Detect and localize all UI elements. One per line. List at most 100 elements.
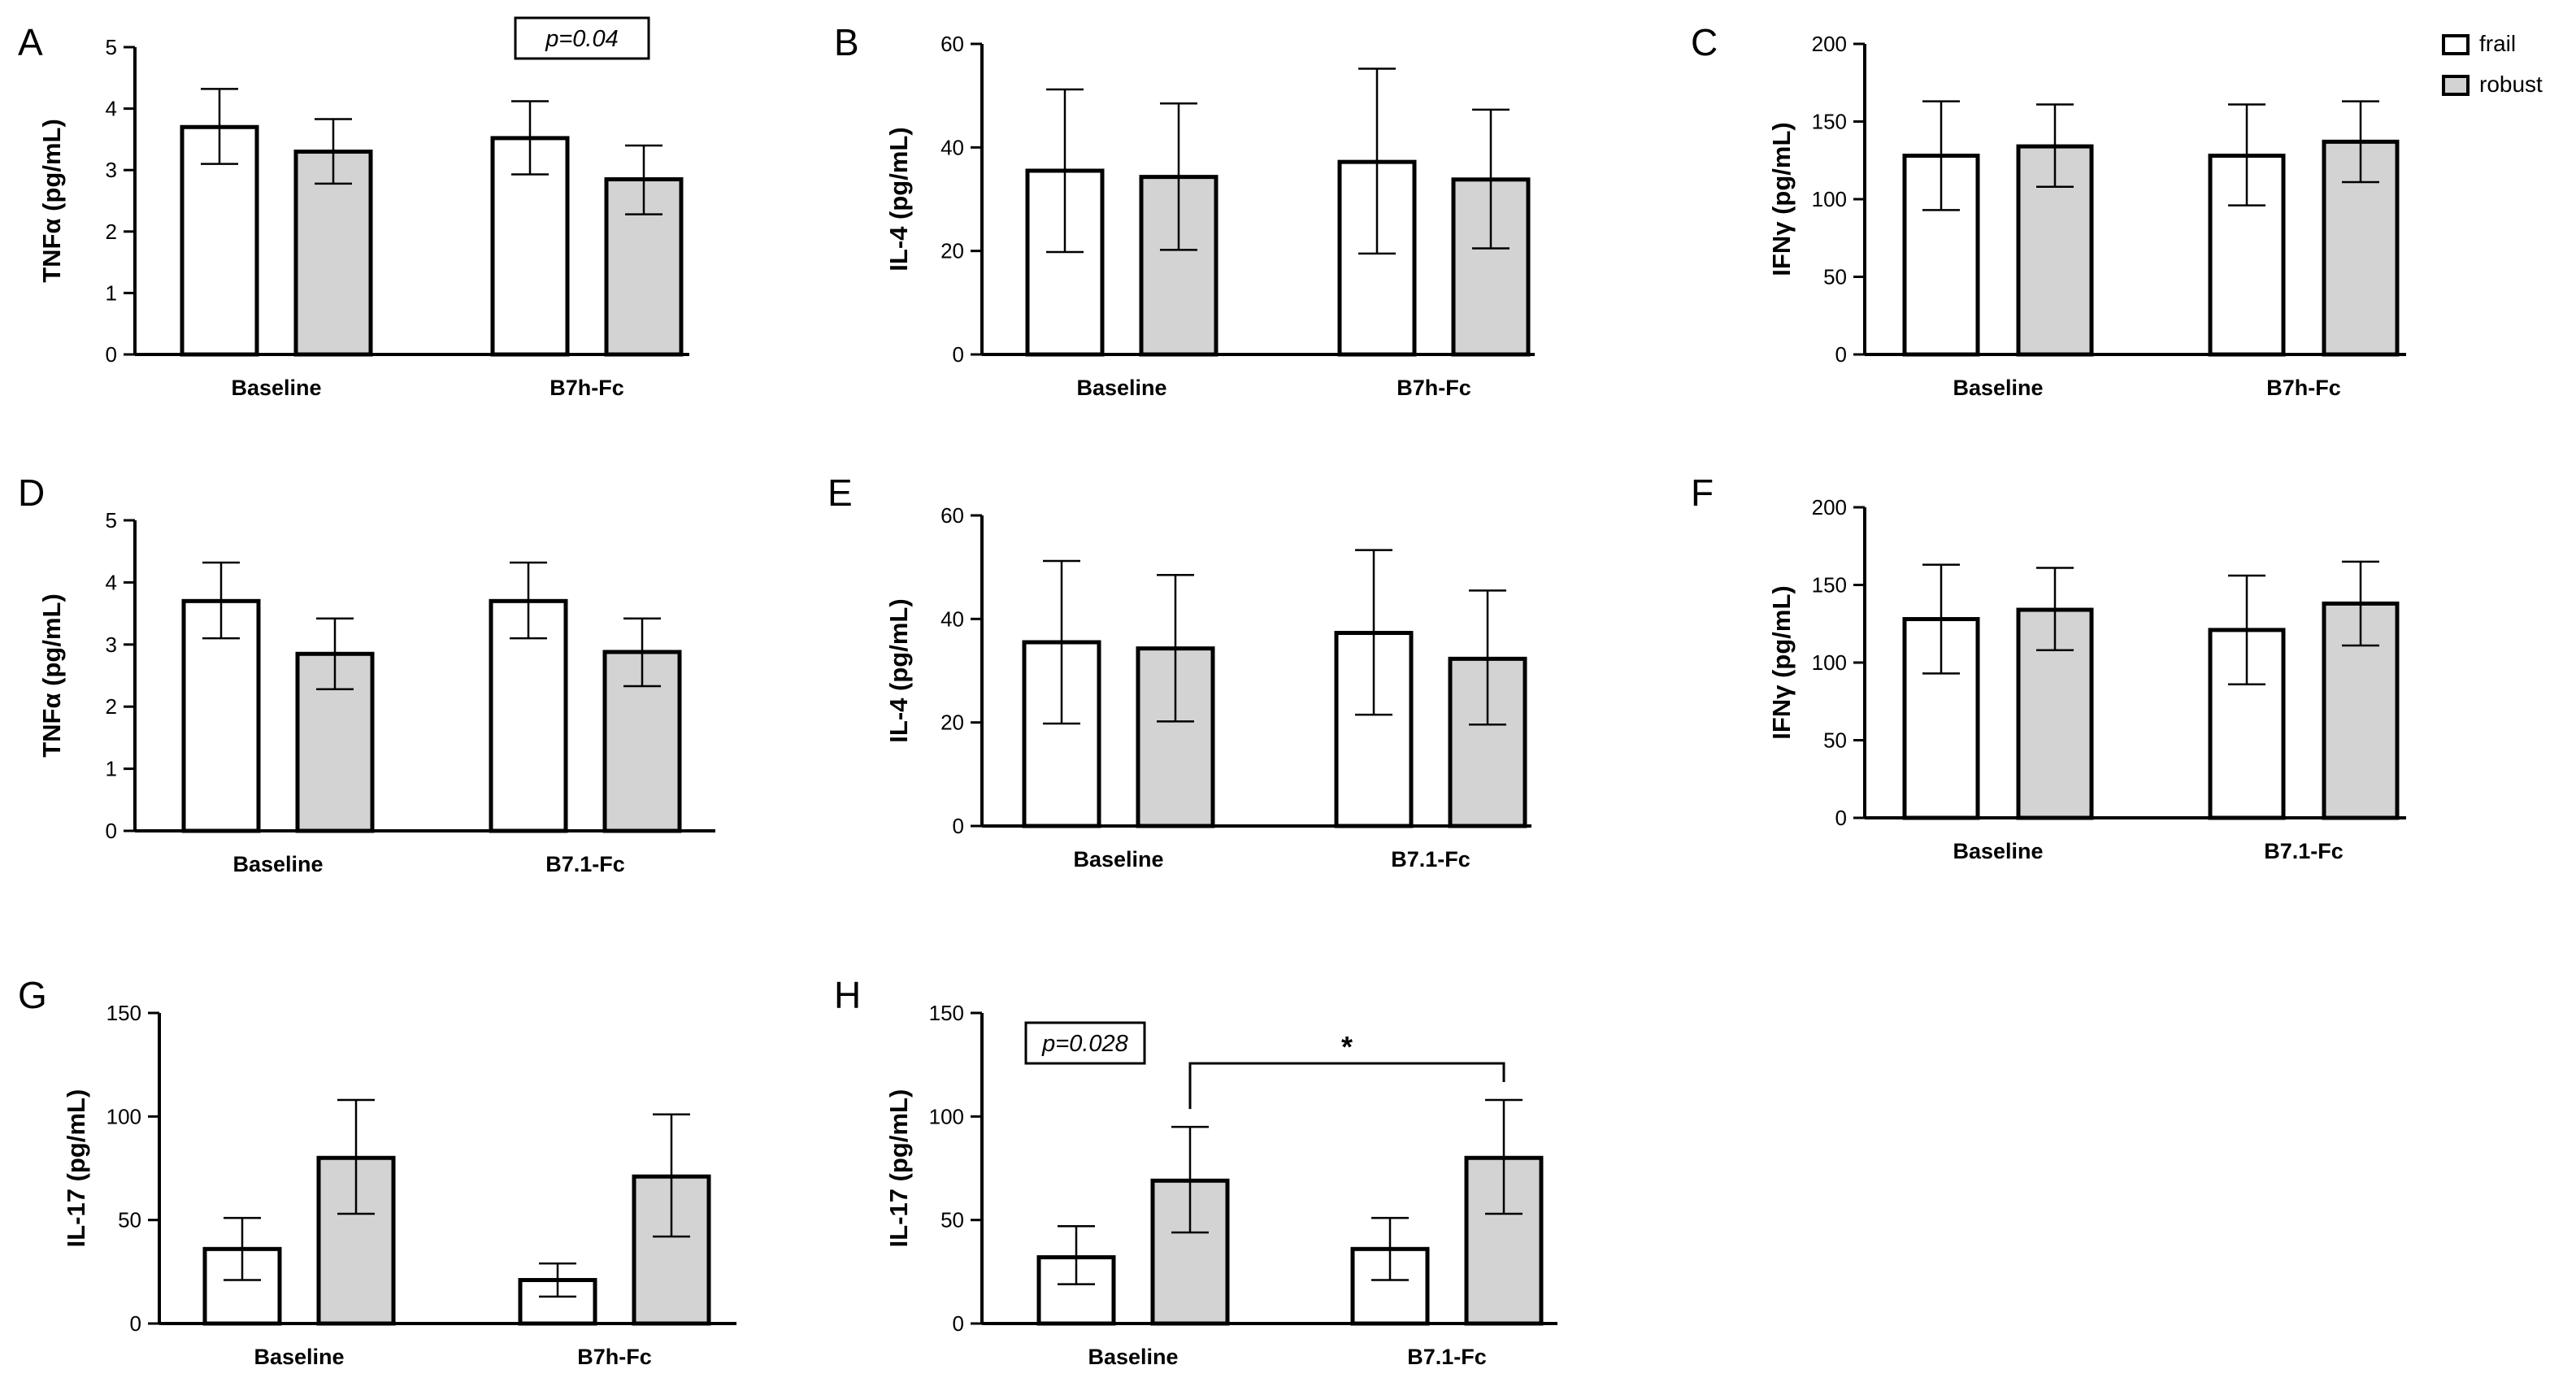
y-tick-label: 100 bbox=[1812, 187, 1847, 211]
bar-robust-treatment bbox=[2322, 601, 2400, 820]
bar-frail-treatment bbox=[490, 136, 570, 357]
legend-label-robust: robust bbox=[2479, 72, 2543, 97]
category-label: B7.1-Fc bbox=[2264, 839, 2344, 863]
y-axis-label: IL-17 (pg/mL) bbox=[62, 1089, 90, 1248]
category-label: Baseline bbox=[1953, 376, 2043, 400]
y-tick-label: 100 bbox=[929, 1104, 964, 1128]
panel-letter: F bbox=[1691, 472, 1714, 514]
y-tick-label: 150 bbox=[1812, 573, 1847, 598]
category-label: B7h-Fc bbox=[2266, 376, 2341, 400]
category-label: Baseline bbox=[254, 1345, 344, 1369]
category-label: B7.1-Fc bbox=[545, 852, 625, 876]
panel-b: B 0 20 40 60 IL-4 (pg/mL) Baseline B7h-Fc bbox=[834, 21, 1535, 400]
y-axis-label: IL-4 (pg/mL) bbox=[884, 598, 913, 742]
bar-frail-baseline bbox=[181, 598, 261, 833]
y-tick-label: 0 bbox=[130, 1311, 141, 1336]
bar-frail-baseline bbox=[1902, 154, 1980, 357]
panel-g: G 0 50 100 150 IL-17 (pg/mL) Baseline B7h-Fc bbox=[18, 974, 736, 1369]
panel-letter: E bbox=[828, 472, 853, 514]
y-tick-label: 60 bbox=[940, 503, 964, 528]
bar-robust-baseline bbox=[2016, 144, 2094, 357]
y-tick-label: 2 bbox=[106, 694, 117, 719]
y-tick-label: 3 bbox=[106, 158, 117, 182]
legend: frail robust bbox=[2442, 31, 2543, 97]
y-tick-label: 200 bbox=[1812, 495, 1847, 519]
y-tick-label: 0 bbox=[106, 342, 117, 367]
y-tick-label: 0 bbox=[953, 1311, 964, 1336]
y-tick-label: 0 bbox=[106, 819, 117, 843]
y-tick-label: 150 bbox=[106, 1001, 141, 1025]
y-axis-label: TNFα (pg/mL) bbox=[37, 119, 66, 283]
p-value-box bbox=[514, 16, 650, 60]
y-tick-label: 40 bbox=[940, 135, 964, 159]
bar-robust-treatment bbox=[1464, 1155, 1544, 1326]
p-value-text: p=0.028 bbox=[1041, 1031, 1128, 1057]
category-label: B7h-Fc bbox=[1397, 376, 1471, 400]
panel-f: F 0 50 100 150 200 IFNγ (pg/mL) Baseline B7.1-Fc bbox=[1691, 472, 2406, 863]
y-tick-label: 0 bbox=[1835, 342, 1847, 367]
legend-label-frail: frail bbox=[2479, 31, 2516, 56]
legend-swatch-frail bbox=[2442, 34, 2470, 55]
bar-frail-treatment bbox=[2208, 154, 2286, 357]
p-value-text: p=0.04 bbox=[545, 26, 619, 52]
y-tick-label: 1 bbox=[106, 757, 117, 781]
panel-letter: H bbox=[834, 974, 861, 1016]
y-tick-label: 0 bbox=[1835, 806, 1847, 830]
bar-frail-treatment bbox=[1350, 1246, 1430, 1326]
panel-letter: B bbox=[834, 21, 859, 63]
category-label: Baseline bbox=[232, 852, 323, 876]
y-tick-label: 200 bbox=[1812, 32, 1847, 56]
significance-star: * bbox=[1341, 1030, 1353, 1063]
y-tick-label: 0 bbox=[953, 814, 964, 838]
panel-letter: G bbox=[18, 974, 47, 1016]
y-tick-label: 100 bbox=[1812, 650, 1847, 675]
category-label: Baseline bbox=[1073, 847, 1163, 872]
category-label: Baseline bbox=[1953, 839, 2043, 863]
y-tick-label: 20 bbox=[940, 239, 964, 263]
panel-letter: D bbox=[18, 472, 45, 514]
y-tick-label: 40 bbox=[940, 606, 964, 631]
y-tick-label: 50 bbox=[1823, 728, 1847, 753]
category-label: Baseline bbox=[1076, 376, 1166, 400]
legend-swatch-robust bbox=[2442, 75, 2470, 96]
y-tick-label: 50 bbox=[1823, 265, 1847, 289]
y-tick-label: 50 bbox=[940, 1208, 964, 1232]
panel-c: C 0 50 100 150 200 IFNγ (pg/mL) Baseline B7h-Fc bbox=[1691, 21, 2406, 400]
category-label: Baseline bbox=[1088, 1345, 1178, 1369]
y-tick-label: 150 bbox=[1812, 110, 1847, 134]
y-tick-label: 0 bbox=[953, 342, 964, 367]
y-tick-label: 4 bbox=[106, 570, 117, 594]
panel-letter: A bbox=[18, 21, 43, 63]
bar-frail-baseline bbox=[1022, 640, 1101, 828]
panel-e: E 0 20 40 60 IL-4 (pg/mL) Baseline B7.1-Fc bbox=[828, 472, 1531, 872]
category-label: Baseline bbox=[231, 376, 321, 400]
category-label: B7.1-Fc bbox=[1391, 847, 1470, 872]
significance-bracket bbox=[1188, 1062, 1505, 1110]
y-tick-label: 20 bbox=[940, 711, 964, 735]
category-label: B7.1-Fc bbox=[1407, 1345, 1487, 1369]
p-value-box bbox=[1024, 1021, 1146, 1065]
bar-frail-baseline bbox=[180, 124, 259, 357]
bar-frail-treatment bbox=[489, 598, 568, 833]
y-tick-label: 60 bbox=[940, 32, 964, 56]
y-tick-label: 2 bbox=[106, 220, 117, 244]
y-tick-label: 150 bbox=[929, 1001, 964, 1025]
y-axis-label: IFNγ (pg/mL) bbox=[1767, 585, 1796, 739]
panel-a: A 0 1 2 3 4 5 TNFα (pg/mL) Baseline B7h-Fc p=0.04 bbox=[18, 16, 689, 400]
y-axis-label: IFNγ (pg/mL) bbox=[1767, 122, 1796, 276]
y-tick-label: 5 bbox=[106, 508, 117, 533]
y-tick-label: 3 bbox=[106, 632, 117, 657]
y-axis-label: TNFα (pg/mL) bbox=[37, 593, 66, 758]
y-tick-label: 100 bbox=[106, 1104, 141, 1128]
y-tick-label: 5 bbox=[106, 35, 117, 59]
panel-h: H 0 50 100 150 IL-17 (pg/mL) Baseline B7.1-Fc p=… bbox=[834, 974, 1557, 1369]
y-axis-label: IL-4 (pg/mL) bbox=[884, 127, 913, 271]
y-axis-label: IL-17 (pg/mL) bbox=[884, 1089, 913, 1248]
category-label: B7h-Fc bbox=[577, 1345, 652, 1369]
y-tick-label: 1 bbox=[106, 280, 117, 305]
panel-letter: C bbox=[1691, 21, 1718, 63]
bar-robust-baseline bbox=[293, 150, 373, 357]
y-tick-label: 4 bbox=[106, 97, 117, 121]
y-tick-label: 50 bbox=[118, 1208, 141, 1232]
